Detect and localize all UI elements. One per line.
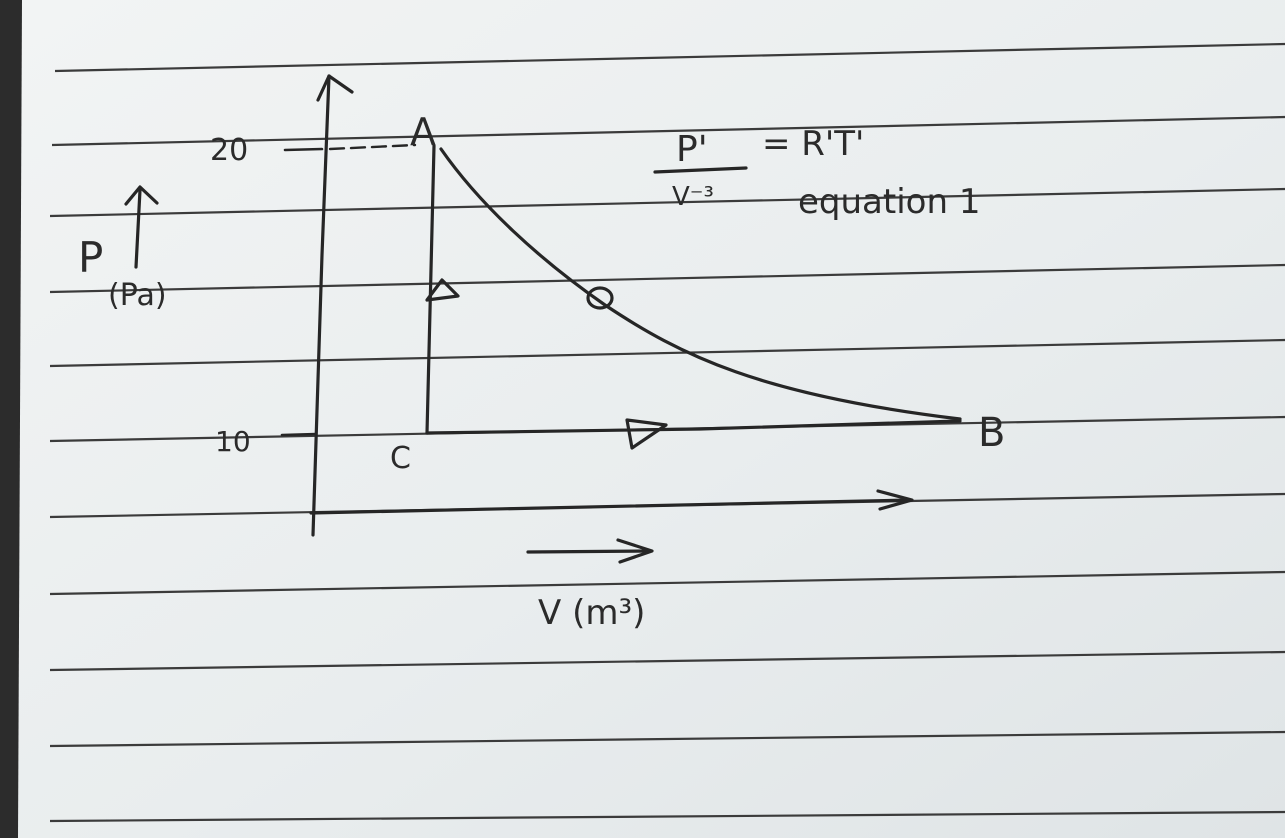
equation-numerator: P': [676, 129, 708, 170]
process-a-to-b-curve: [439, 147, 962, 421]
pressure-axis-arrow-icon: [316, 74, 354, 102]
tick-label-20: 20: [210, 133, 248, 168]
tick-20-dash: [283, 147, 324, 152]
volume-axis-arrow-icon: [876, 489, 914, 511]
ruled-lines: [49, 42, 1285, 823]
point-label-c: C: [390, 441, 411, 476]
volume-axis: [309, 498, 912, 515]
curve-marker-icon: [586, 286, 614, 310]
point-label-a: A: [410, 110, 436, 154]
p-label-arrowhead-icon: [124, 185, 159, 206]
pressure-axis: [311, 74, 331, 537]
direction-arrow-right-icon: [625, 418, 668, 450]
process-c-to-a: [425, 144, 436, 435]
paper-sheet: [18, 0, 1285, 838]
equation-label: equation 1: [798, 182, 980, 222]
process-c-to-b: [425, 419, 962, 435]
tick-label-10: 10: [215, 425, 251, 458]
tick-10-dash: [280, 432, 318, 437]
volume-label: V (m³): [538, 593, 645, 633]
v-label-arrow: [526, 549, 652, 554]
pv-diagram: [124, 74, 962, 564]
pressure-unit: (Pa): [108, 278, 167, 313]
pressure-symbol: P: [78, 233, 103, 282]
guide-20-dashed: [328, 143, 417, 151]
direction-arrow-up-icon: [425, 278, 460, 302]
p-label-arrow: [134, 188, 142, 269]
equation-fraction-bar: [653, 166, 748, 174]
equation-rhs: = R'T': [762, 124, 864, 164]
equation-denominator: V⁻³: [672, 182, 714, 212]
v-label-arrowhead-icon: [616, 538, 654, 564]
point-label-b: B: [978, 410, 1005, 456]
